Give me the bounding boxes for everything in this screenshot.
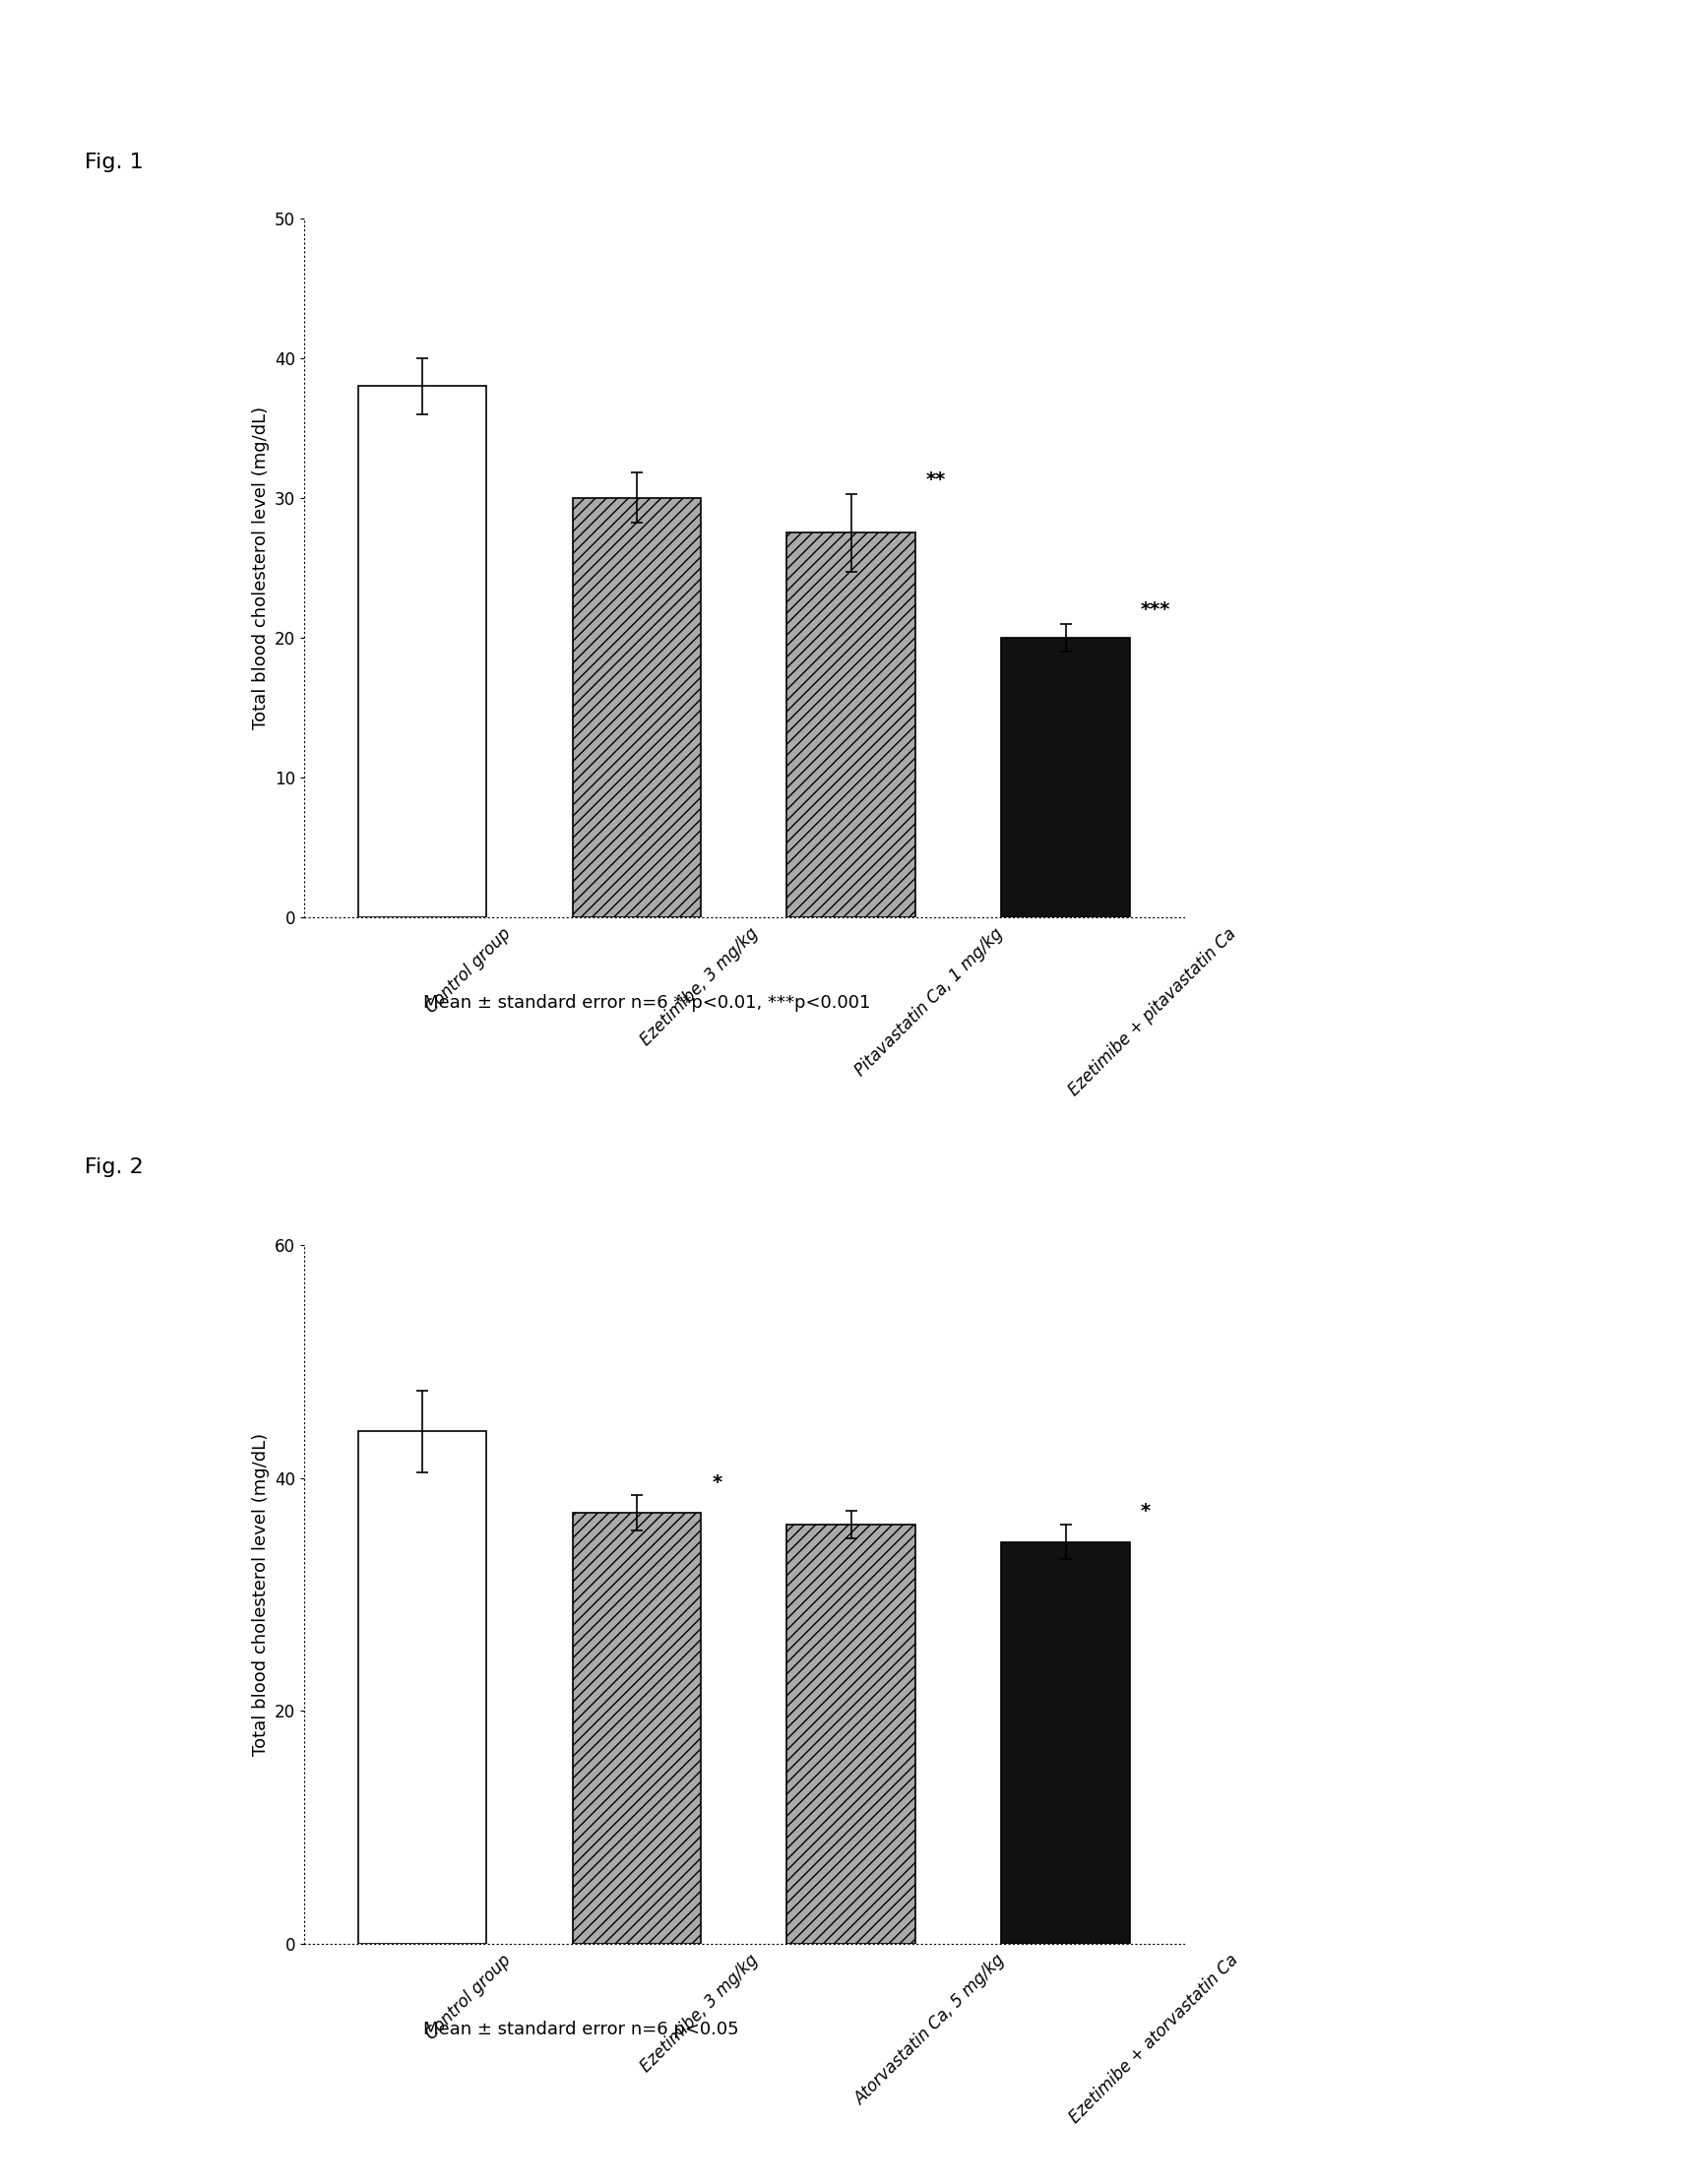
Text: *: * (1141, 1503, 1152, 1520)
Text: Mean ± standard error n=6 **p<0.01, ***p<0.001: Mean ± standard error n=6 **p<0.01, ***p… (423, 994, 869, 1011)
Bar (358, 387, 487, 917)
Bar (786, 533, 915, 917)
Text: *: * (712, 1474, 722, 1492)
Bar (573, 498, 702, 917)
Y-axis label: Total blood cholesterol level (mg/dL): Total blood cholesterol level (mg/dL) (252, 406, 269, 729)
Bar (358, 1431, 487, 1944)
Text: ***: *** (1141, 601, 1170, 620)
Bar (786, 1524, 915, 1944)
Bar (1001, 1542, 1130, 1944)
Bar (573, 1514, 702, 1944)
Text: Fig. 1: Fig. 1 (85, 153, 144, 173)
Bar (1001, 638, 1130, 917)
Y-axis label: Total blood cholesterol level (mg/dL): Total blood cholesterol level (mg/dL) (252, 1433, 269, 1756)
Text: Mean ± standard error n=6 p<0.05: Mean ± standard error n=6 p<0.05 (423, 2020, 739, 2038)
Text: **: ** (927, 472, 947, 489)
Text: Fig. 2: Fig. 2 (85, 1158, 144, 1177)
